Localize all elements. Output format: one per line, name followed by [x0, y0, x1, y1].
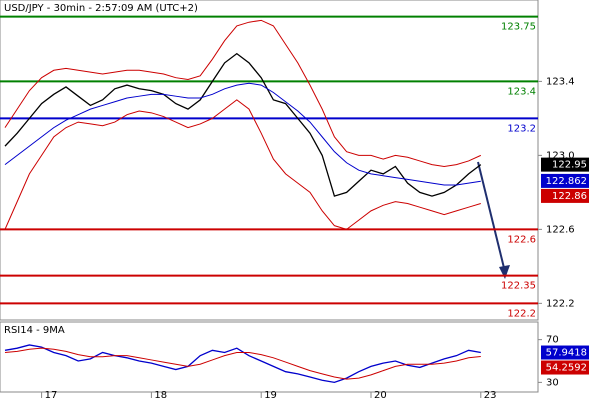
x-tick-label: 17 [45, 390, 58, 400]
level-label: 123.75 [501, 22, 536, 33]
arrow-head [499, 265, 510, 279]
price-tag [541, 157, 589, 172]
price-panel [0, 0, 539, 321]
rsi-panel [0, 321, 539, 393]
y-tick-label: 70 [546, 335, 559, 346]
y-tick-label: 30 [546, 377, 559, 388]
y-tick-label: 122.2 [546, 298, 575, 309]
rsi-title: RSI14 - 9MA [4, 325, 65, 336]
price-tag-label: 122.862 [546, 176, 587, 187]
price-tag [541, 345, 589, 360]
x-tick-label: 18 [154, 390, 167, 400]
level-label: 123.4 [507, 86, 536, 97]
x-tick-label: 19 [264, 390, 277, 400]
price-tag [541, 360, 589, 375]
series-line [4, 344, 481, 384]
series-line [4, 82, 481, 186]
price-tag-label: 57.9418 [546, 348, 587, 359]
level-label: 122.35 [501, 281, 536, 292]
y-tick-label: 123.4 [546, 76, 575, 87]
level-label: 122.2 [507, 308, 536, 319]
x-tick-label: 20 [374, 390, 387, 400]
level-label: 122.6 [507, 234, 536, 245]
price-tag-label: 54.2592 [546, 363, 587, 374]
y-tick-label: 122.6 [546, 224, 575, 235]
series-line [4, 99, 481, 230]
price-tag [541, 173, 589, 188]
y-tick-label: 123.0 [546, 150, 575, 161]
arrow-shaft [477, 161, 506, 273]
series-line [4, 19, 482, 167]
price-tag-label: 122.86 [552, 191, 587, 202]
price-tag-label: 122.95 [552, 160, 587, 171]
series-line [4, 347, 481, 380]
series-line [4, 52, 482, 197]
chart-title: USD/JPY - 30min - 2:57:09 AM (UTC+2) [4, 3, 198, 14]
level-label: 123.2 [507, 123, 536, 134]
x-tick-label: 23 [484, 390, 497, 400]
price-tag [541, 188, 589, 203]
